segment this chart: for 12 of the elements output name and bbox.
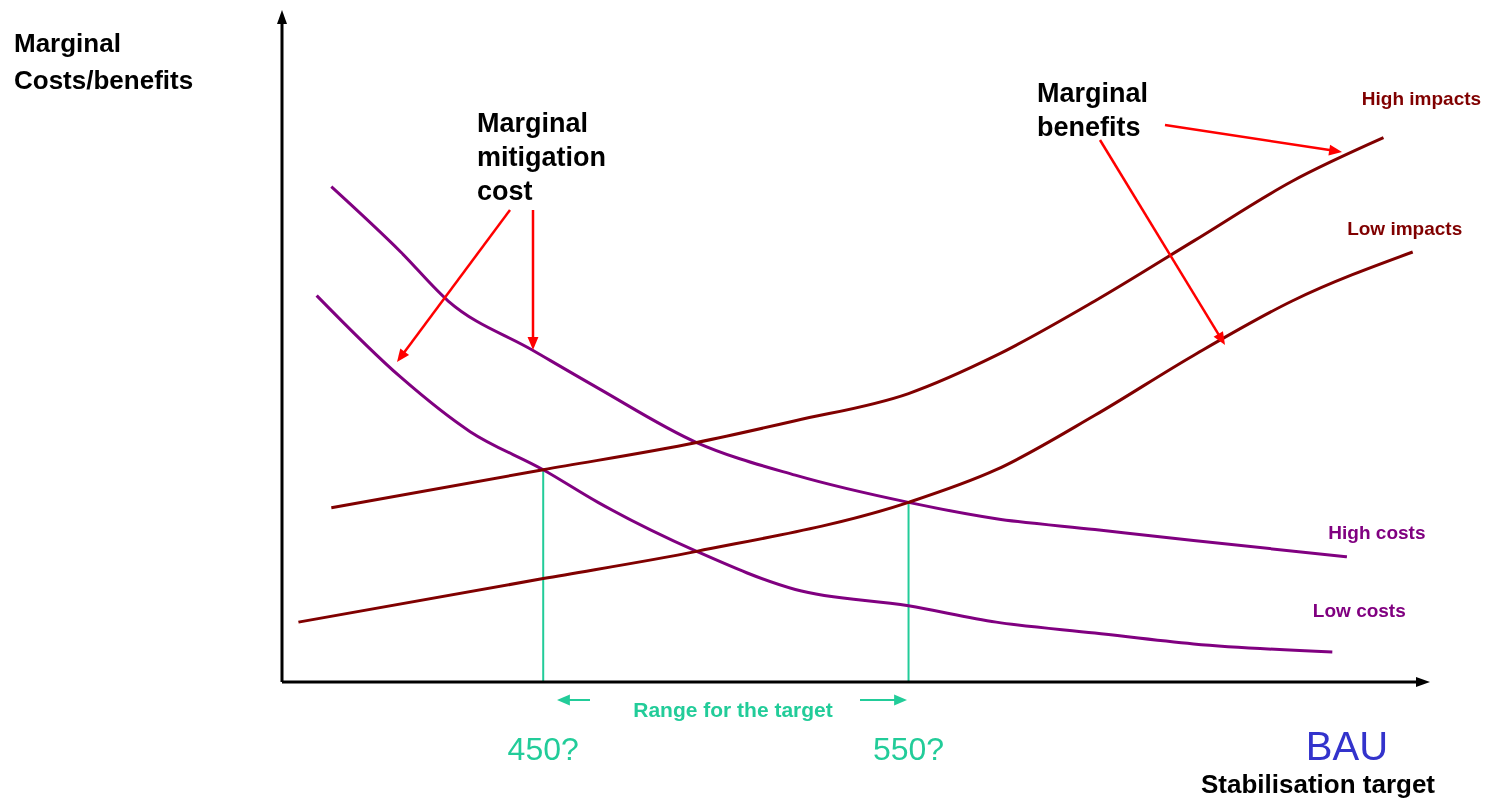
x-tick-label: BAU (1305, 724, 1389, 768)
annotation: Marginal benefits (1037, 77, 1150, 144)
x-tick-label: 450? (507, 731, 579, 767)
series-label: Low impacts (1347, 218, 1463, 240)
series-label: Low costs (1312, 600, 1406, 622)
annotation: Marginal mitigation cost (477, 107, 607, 208)
x-axis-title: Stabilisation target (1200, 769, 1436, 798)
x-tick-label: 550? (872, 731, 945, 767)
series-label: High costs (1328, 521, 1426, 543)
series-label: High impacts (1361, 87, 1482, 109)
text: Range for the target (632, 697, 834, 723)
y-axis-title: Marginal Costs/benefits (14, 28, 194, 95)
